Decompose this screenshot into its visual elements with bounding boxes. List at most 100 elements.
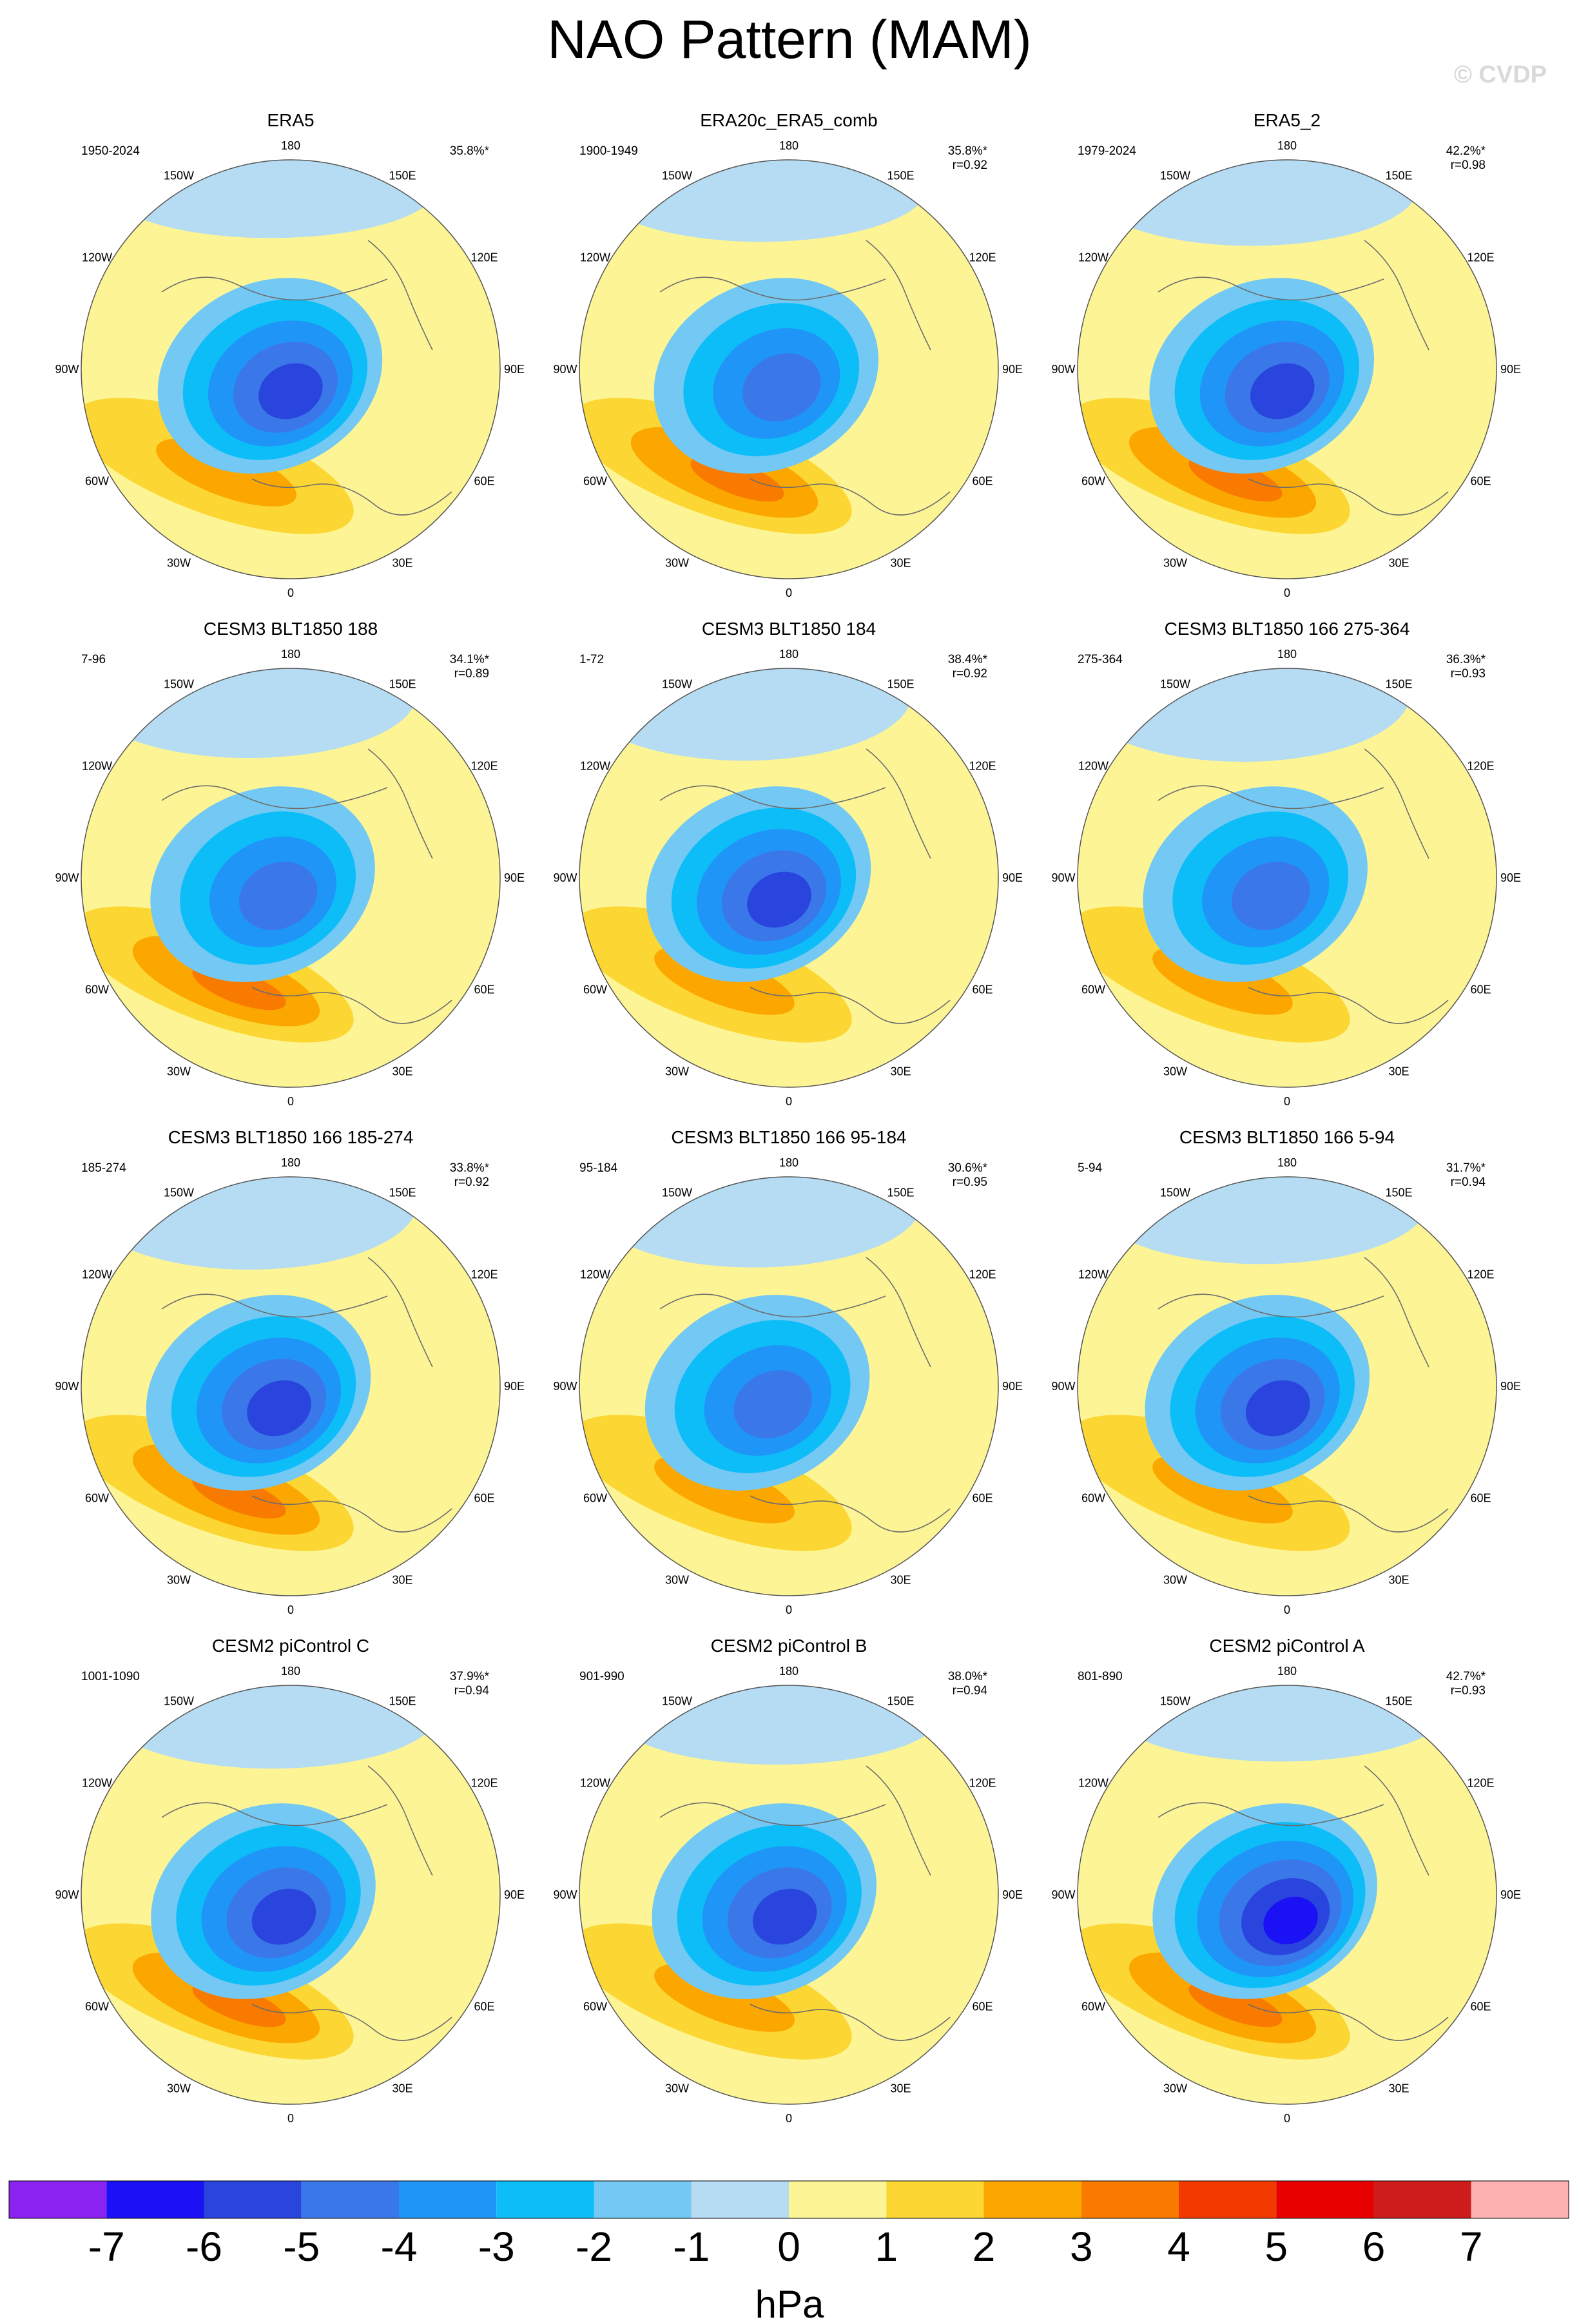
longitude-label: 0 bbox=[287, 2112, 294, 2125]
longitude-label: 60W bbox=[1081, 2000, 1105, 2013]
colorbar-tick-label: 3 bbox=[1070, 2223, 1093, 2270]
pacific-low-lobe bbox=[103, 160, 439, 238]
panel-pattern-corr: r=0.92 bbox=[953, 667, 987, 681]
map-rim bbox=[1077, 159, 1497, 579]
colorbar-swatch bbox=[886, 2181, 984, 2218]
longitude-label: 150E bbox=[389, 677, 416, 690]
colorbar-swatch bbox=[9, 2181, 107, 2218]
figure-title: NAO Pattern (MAM) bbox=[547, 9, 1031, 70]
colorbar: -7 -6 -5 -4 -3 -2 -1 0 1 2 3 4 5 6 7 bbox=[8, 2180, 1569, 2270]
longitude-label: 30W bbox=[1163, 1574, 1187, 1587]
map-rim bbox=[579, 159, 999, 579]
longitude-label: 30E bbox=[1388, 1065, 1409, 1078]
longitude-label: 90W bbox=[1051, 363, 1075, 376]
panel-variance-pct: 33.8%* bbox=[450, 1161, 490, 1175]
longitude-label: 120E bbox=[470, 1268, 498, 1281]
icelandic-low-contour-5 bbox=[247, 1380, 311, 1437]
longitude-label: 90E bbox=[1500, 1380, 1521, 1393]
colorbar-tick-label: -4 bbox=[381, 2223, 418, 2270]
longitude-label: 120W bbox=[82, 1268, 112, 1281]
longitude-label: 60E bbox=[972, 983, 993, 996]
longitude-label: 30E bbox=[392, 1574, 412, 1587]
longitude-label: 150E bbox=[389, 1694, 416, 1707]
panel-title: CESM2 piControl B bbox=[711, 1636, 867, 1656]
map-rim bbox=[579, 668, 999, 1088]
panel-title: CESM3 BLT1850 184 bbox=[702, 619, 876, 639]
panel-pattern-corr: r=0.98 bbox=[1451, 159, 1486, 172]
longitude-label: 0 bbox=[786, 1603, 792, 1616]
longitude-label: 90W bbox=[553, 363, 577, 376]
longitude-label: 120W bbox=[1078, 1268, 1109, 1281]
colorbar-swatch bbox=[399, 2181, 497, 2218]
longitude-label: 60E bbox=[972, 2000, 993, 2013]
longitude-label: 0 bbox=[287, 1095, 294, 1108]
longitude-label: 60E bbox=[972, 1492, 993, 1505]
map-panel: 180 150E 120E 90E 60E 30E 0 30W 60W 90W 120W 150W CE… bbox=[1051, 1127, 1521, 1616]
map-rim bbox=[81, 1685, 501, 2105]
longitude-label: 120E bbox=[1467, 251, 1494, 264]
map-panel: 180 150E 120E 90E 60E 30E 0 30W 60W 90W 120W 150W CE… bbox=[55, 1636, 525, 2125]
panel-pattern-corr: r=0.94 bbox=[454, 1684, 490, 1698]
credit-watermark: © CVDP bbox=[1454, 61, 1547, 88]
colorbar-swatch bbox=[204, 2181, 302, 2218]
panel-variance-pct: 36.3%* bbox=[1446, 653, 1486, 666]
icelandic-low-contour-5 bbox=[747, 871, 811, 928]
panel-pattern-corr: r=0.95 bbox=[953, 1176, 987, 1189]
longitude-label: 90E bbox=[1500, 871, 1521, 884]
icelandic-low-contour-6 bbox=[1263, 1897, 1318, 1944]
colorbar-swatch bbox=[1081, 2181, 1179, 2218]
panel-variance-pct: 31.7%* bbox=[1446, 1161, 1486, 1175]
longitude-label: 180 bbox=[281, 1156, 300, 1169]
icelandic-low-contour-4 bbox=[238, 862, 318, 930]
map-panel: 180 150E 120E 90E 60E 30E 0 30W 60W 90W 120W 150W CE… bbox=[553, 619, 1023, 1108]
coastlines bbox=[659, 1257, 951, 1533]
panel-title: CESM2 piControl C bbox=[212, 1636, 369, 1656]
longitude-label: 120W bbox=[1078, 1777, 1109, 1790]
colorbar-tick-label: 2 bbox=[973, 2223, 996, 2270]
longitude-label: 0 bbox=[1284, 586, 1290, 599]
longitude-label: 60E bbox=[474, 2000, 494, 2013]
longitude-label: 120E bbox=[969, 251, 996, 264]
longitude-label: 90W bbox=[55, 1888, 79, 1901]
panel-pattern-corr: r=0.94 bbox=[1451, 1176, 1486, 1189]
panel-variance-pct: 38.0%* bbox=[948, 1670, 988, 1683]
longitude-label: 90E bbox=[504, 363, 525, 376]
panel-title: ERA5 bbox=[267, 110, 314, 130]
longitude-label: 60W bbox=[583, 475, 607, 488]
longitude-label: 150E bbox=[887, 1186, 914, 1199]
longitude-label: 90E bbox=[504, 1888, 525, 1901]
longitude-label: 60W bbox=[1081, 983, 1105, 996]
panels-grid: 180 150E 120E 90E 60E 30E 0 30W 60W 90W 120W 150W ER… bbox=[55, 110, 1521, 2125]
panel-period: 1-72 bbox=[579, 653, 604, 666]
colorbar-tick-label: 4 bbox=[1167, 2223, 1190, 2270]
panel-title: CESM3 BLT1850 166 185-274 bbox=[168, 1127, 414, 1147]
longitude-label: 150E bbox=[389, 1186, 416, 1199]
longitude-label: 90W bbox=[1051, 1888, 1075, 1901]
colorbar-swatch bbox=[301, 2181, 399, 2218]
longitude-label: 30W bbox=[167, 1574, 191, 1587]
longitude-label: 30E bbox=[392, 1065, 412, 1078]
panel-pattern-corr: r=0.94 bbox=[953, 1684, 988, 1698]
longitude-label: 60W bbox=[85, 1492, 109, 1505]
longitude-label: 120W bbox=[1078, 251, 1109, 264]
longitude-label: 120W bbox=[580, 1777, 610, 1790]
longitude-label: 30W bbox=[1163, 1065, 1187, 1078]
longitude-label: 60W bbox=[85, 475, 109, 488]
map-rim bbox=[1077, 1176, 1497, 1596]
longitude-label: 60E bbox=[1470, 983, 1491, 996]
map-panel: 180 150E 120E 90E 60E 30E 0 30W 60W 90W 120W 150W CE… bbox=[1051, 619, 1521, 1108]
colorbar-swatch bbox=[789, 2181, 887, 2218]
colorbar-unit: hPa bbox=[755, 2283, 824, 2324]
panel-period: 1001-1090 bbox=[81, 1670, 140, 1683]
longitude-label: 120E bbox=[1467, 1777, 1494, 1790]
map-panel: 180 150E 120E 90E 60E 30E 0 30W 60W 90W 120W 150W CE… bbox=[553, 1636, 1023, 2125]
longitude-label: 90E bbox=[1500, 363, 1521, 376]
pacific-low-lobe bbox=[586, 1177, 922, 1268]
panel-period: 1979-2024 bbox=[1078, 144, 1136, 158]
colorbar-tick-label: -5 bbox=[283, 2223, 320, 2270]
longitude-label: 150E bbox=[887, 1694, 914, 1707]
pacific-low-lobe bbox=[1092, 1177, 1428, 1264]
longitude-label: 120W bbox=[580, 251, 610, 264]
map-rim bbox=[81, 159, 501, 579]
panel-period: 95-184 bbox=[579, 1161, 618, 1175]
